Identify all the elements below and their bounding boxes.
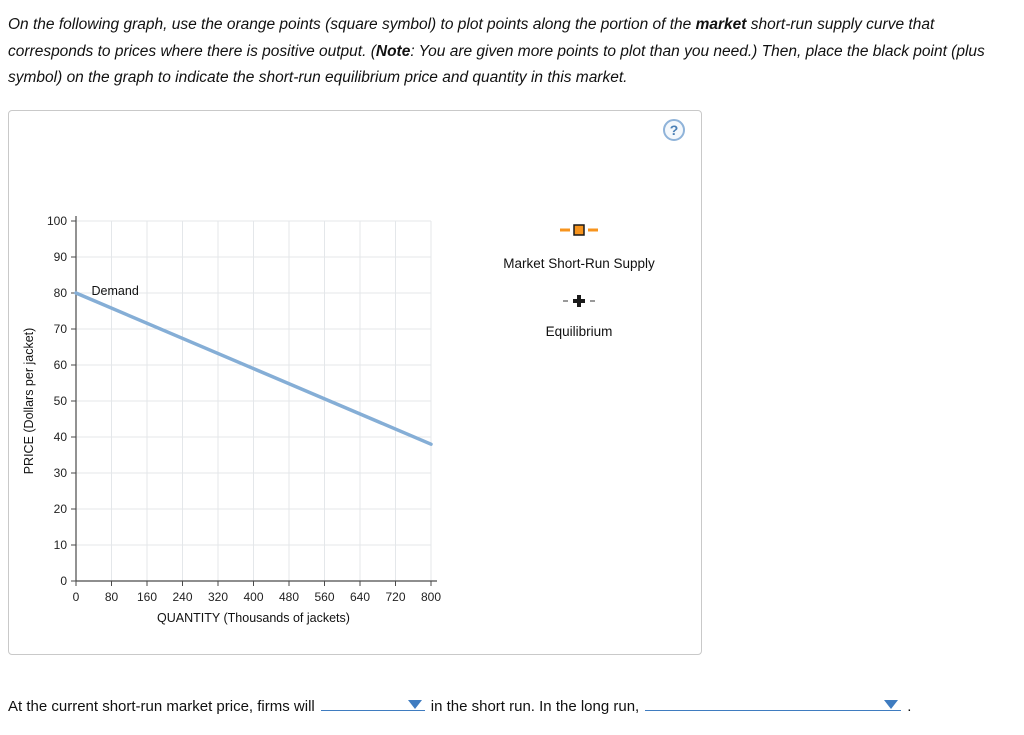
supply-square [573,224,585,236]
fill-in-sentence: At the current short-run market price, f… [8,695,1016,715]
svg-text:QUANTITY (Thousands of jackets: QUANTITY (Thousands of jackets) [157,611,350,625]
instructions-bold-market: market [695,16,747,33]
instructions-text-2: short-run supply curve that corresponds … [8,16,935,60]
instructions: On the following graph, use the orange p… [8,12,1016,92]
instructions-text-1: On the following graph, use the orange p… [8,16,696,33]
long-run-dropdown[interactable] [645,695,902,711]
svg-text:800: 800 [421,590,441,604]
svg-text:640: 640 [350,590,370,604]
graph-panel: ? 0 80 160 240 320 400 480 560 640 720 800 0 10 20 30 4… [8,109,702,655]
dropdown-arrow-icon [884,699,899,709]
svg-text:160: 160 [137,590,157,604]
equilibrium-point-icon[interactable] [557,293,601,314]
svg-text:240: 240 [172,590,192,604]
svg-text:560: 560 [314,590,334,604]
help-icon[interactable]: ? [663,118,685,141]
short-run-dropdown[interactable] [320,695,425,711]
svg-text:50: 50 [54,394,68,408]
instructions-bold-note: Note [375,42,411,60]
instructions-text-3: : You are given more points to plot than… [8,42,985,87]
svg-text:0: 0 [60,574,67,588]
svg-text:40: 40 [54,430,68,444]
supply-point-icon[interactable] [557,223,601,242]
equilibrium-plus-horizontal [573,298,585,303]
sentence-part-3: . [907,697,912,715]
svg-text:20: 20 [54,502,68,516]
svg-text:Demand: Demand [92,284,139,298]
supply-demand-chart[interactable]: 0 80 160 240 320 400 480 560 640 720 800 0 10 20 30 40 5… [19,206,471,646]
svg-text:400: 400 [243,590,263,604]
svg-text:100: 100 [47,214,67,228]
svg-text:480: 480 [279,590,299,604]
svg-text:80: 80 [105,590,119,604]
svg-text:320: 320 [208,590,228,604]
chart-legend: Market Short-Run Supply Equilibrium [477,223,681,339]
svg-text:60: 60 [54,358,68,372]
supply-legend-label: Market Short-Run Supply [503,255,655,271]
sentence-part-2: in the short run. In the long run, [430,697,640,715]
svg-text:0: 0 [73,590,80,604]
svg-text:720: 720 [385,590,405,604]
dropdown-arrow-icon [407,699,422,709]
svg-text:70: 70 [54,322,68,336]
svg-text:30: 30 [54,466,68,480]
svg-text:90: 90 [54,250,68,264]
svg-text:80: 80 [54,286,68,300]
equilibrium-legend-label: Equilibrium [545,323,613,339]
svg-text:PRICE (Dollars per jacket): PRICE (Dollars per jacket) [22,328,36,475]
sentence-part-1: At the current short-run market price, f… [8,697,315,715]
svg-text:10: 10 [54,538,68,552]
